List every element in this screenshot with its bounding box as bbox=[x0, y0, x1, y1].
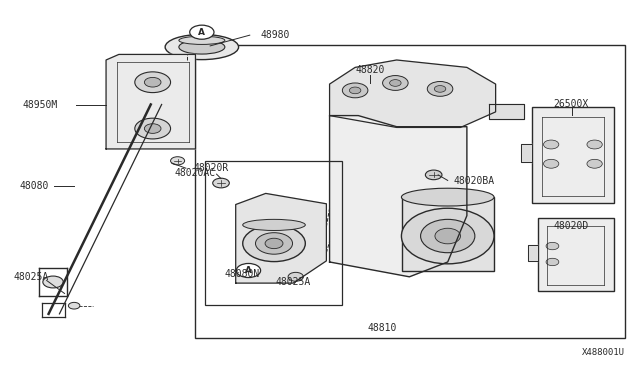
Polygon shape bbox=[330, 60, 495, 128]
Circle shape bbox=[383, 76, 408, 90]
Circle shape bbox=[543, 140, 559, 149]
Ellipse shape bbox=[243, 219, 305, 231]
Ellipse shape bbox=[255, 233, 292, 254]
Text: 48020D: 48020D bbox=[554, 221, 589, 231]
Bar bbox=[195, 45, 625, 338]
Circle shape bbox=[587, 159, 602, 168]
Ellipse shape bbox=[265, 238, 283, 248]
Ellipse shape bbox=[179, 40, 225, 54]
Circle shape bbox=[349, 87, 361, 94]
Ellipse shape bbox=[420, 219, 475, 253]
Circle shape bbox=[428, 81, 453, 96]
Text: 48080: 48080 bbox=[19, 181, 49, 191]
Text: 48950M: 48950M bbox=[22, 100, 58, 110]
Circle shape bbox=[145, 77, 161, 87]
Circle shape bbox=[587, 140, 602, 149]
Polygon shape bbox=[330, 116, 467, 277]
Circle shape bbox=[426, 170, 442, 180]
Ellipse shape bbox=[401, 188, 494, 206]
Text: A: A bbox=[198, 28, 205, 37]
Circle shape bbox=[288, 272, 303, 281]
Circle shape bbox=[546, 242, 559, 250]
Polygon shape bbox=[521, 144, 532, 162]
Circle shape bbox=[212, 178, 229, 188]
Ellipse shape bbox=[435, 228, 461, 244]
Polygon shape bbox=[106, 54, 195, 149]
Text: 48025A: 48025A bbox=[276, 277, 311, 286]
Text: 48020AC: 48020AC bbox=[175, 168, 216, 178]
Circle shape bbox=[68, 302, 80, 309]
Ellipse shape bbox=[401, 208, 494, 264]
Bar bbox=[532, 107, 614, 203]
Circle shape bbox=[145, 124, 161, 134]
Circle shape bbox=[546, 258, 559, 266]
Circle shape bbox=[43, 276, 63, 288]
Circle shape bbox=[189, 25, 214, 39]
Bar bbox=[402, 197, 494, 271]
Circle shape bbox=[135, 72, 171, 93]
Text: A: A bbox=[245, 266, 252, 275]
Text: 48025A: 48025A bbox=[13, 272, 49, 282]
Circle shape bbox=[435, 86, 446, 92]
Text: 48810: 48810 bbox=[368, 323, 397, 333]
Text: X488001U: X488001U bbox=[582, 348, 625, 357]
Text: 48980: 48980 bbox=[260, 30, 290, 40]
Text: 26500X: 26500X bbox=[554, 99, 589, 109]
Text: 48080N: 48080N bbox=[225, 269, 260, 279]
Ellipse shape bbox=[243, 225, 305, 262]
Text: 48020R: 48020R bbox=[194, 163, 229, 173]
Polygon shape bbox=[489, 105, 524, 119]
Bar bbox=[205, 161, 342, 305]
Circle shape bbox=[171, 157, 184, 165]
Circle shape bbox=[543, 159, 559, 168]
Bar bbox=[538, 218, 614, 291]
Circle shape bbox=[236, 263, 260, 278]
Text: 48020BA: 48020BA bbox=[454, 176, 495, 186]
Polygon shape bbox=[528, 245, 538, 261]
Ellipse shape bbox=[165, 35, 239, 60]
Circle shape bbox=[390, 80, 401, 86]
Text: 48820: 48820 bbox=[355, 65, 385, 76]
Circle shape bbox=[342, 83, 368, 98]
Circle shape bbox=[135, 118, 171, 139]
Polygon shape bbox=[236, 193, 326, 283]
Ellipse shape bbox=[179, 36, 225, 44]
